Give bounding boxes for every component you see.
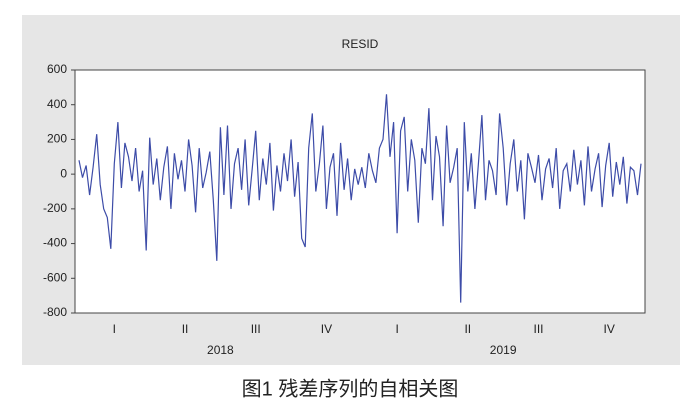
y-tick-label: -800 xyxy=(43,305,67,319)
x-tick-label: II xyxy=(464,322,471,336)
y-tick-label: -400 xyxy=(43,236,67,250)
series-line xyxy=(78,94,642,303)
caption: 图1 残差序列的自相关图 xyxy=(242,377,459,400)
year-label: 2018 xyxy=(207,343,234,357)
x-tick-label: IV xyxy=(604,322,615,336)
y-tick-label: 200 xyxy=(47,132,67,146)
y-tick-label: 0 xyxy=(60,166,67,180)
year-label: 2019 xyxy=(490,343,517,357)
x-tick-label: III xyxy=(533,322,543,336)
x-tick-label: I xyxy=(395,322,398,336)
chart-title: RESID xyxy=(342,37,379,51)
x-tick-label: IV xyxy=(321,322,332,336)
plot-area xyxy=(74,69,646,314)
x-tick-label: III xyxy=(251,322,261,336)
y-tick-label: -600 xyxy=(43,270,67,284)
y-tick-label: 400 xyxy=(47,97,67,111)
y-tick-label: -200 xyxy=(43,201,67,215)
y-tick-label: 600 xyxy=(47,62,67,76)
x-tick-label: I xyxy=(113,322,116,336)
x-tick-label: II xyxy=(182,322,189,336)
